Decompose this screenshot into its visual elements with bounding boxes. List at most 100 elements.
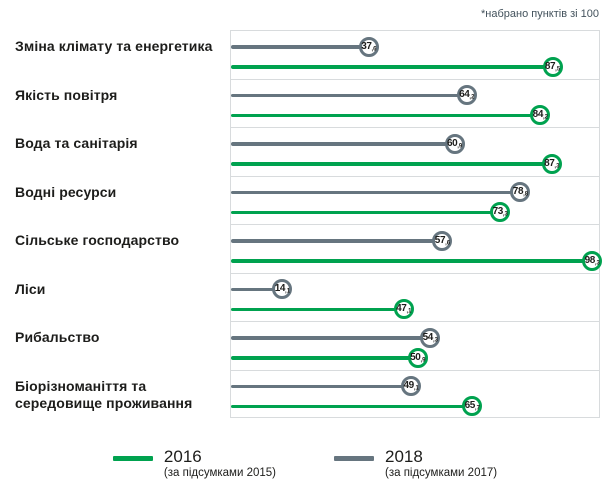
value-dot-2018: 37,6 <box>358 36 379 57</box>
value-dot-2016: 98,3 <box>582 250 603 271</box>
value-dot-2018: 57,6 <box>432 230 453 251</box>
value-decimal: ,6 <box>371 46 377 52</box>
legend-year-2018: 2018 <box>385 447 423 466</box>
value-integer: 57 <box>434 234 446 246</box>
value-dot-2016: 65,7 <box>462 396 483 416</box>
lollipop-line-2018 <box>231 142 456 146</box>
chart-row: Ліси 14,1 47,1 <box>0 272 600 321</box>
lollipop-line-2016 <box>231 65 553 69</box>
legend-text-2016: 2016 (за підсумками 2015) <box>164 447 276 480</box>
chart-row: Біорізноманіття та середовище проживання… <box>0 369 600 418</box>
chart-row: Вода та санітарія 60,9 87,3 <box>0 127 600 176</box>
plot-cell: 54,3 50,9 <box>230 321 600 370</box>
lollipop-line-2016 <box>231 162 553 166</box>
value-integer: 87 <box>544 157 555 169</box>
plot-cell: 49,1 65,7 <box>230 369 600 418</box>
value-integer: 78 <box>512 186 524 197</box>
legend-swatch-2018 <box>334 456 374 461</box>
category-label: Ліси <box>15 280 46 297</box>
value-dot-2016: 87,3 <box>541 153 562 174</box>
category-label: Рибальство <box>15 329 100 345</box>
legend-subtitle-2016: (за підсумками 2015) <box>163 467 276 479</box>
lollipop-line-2016 <box>231 259 593 263</box>
value-dot-2016: 84,2 <box>530 105 551 125</box>
plot-cell: 14,1 47,1 <box>230 272 600 321</box>
legend-swatch-2016 <box>112 456 153 461</box>
legend-year-2016: 2016 <box>163 447 202 466</box>
value-decimal: ,1 <box>285 288 291 295</box>
value-integer: 64 <box>459 89 470 100</box>
plot-cell: 60,9 87,3 <box>230 127 600 176</box>
value-decimal: ,3 <box>554 163 560 169</box>
category-label: Біорізноманіття та середовище проживання <box>15 377 193 411</box>
category-label: Сільське господарство <box>15 232 180 248</box>
value-decimal: ,3 <box>594 260 600 266</box>
value-dot-2018: 49,1 <box>401 376 422 396</box>
lollipop-line-2018 <box>231 287 283 292</box>
value-integer: 60 <box>446 137 458 149</box>
value-dot-2018: 14,1 <box>272 279 293 299</box>
lollipop-line-2018 <box>231 45 370 49</box>
category-label: Зміна клімату та енергетика <box>15 38 213 54</box>
lollipop-line-2018 <box>231 190 521 195</box>
value-dot-2016: 87,5 <box>542 56 563 77</box>
value-integer: 47 <box>396 303 407 314</box>
value-integer: 65 <box>464 400 476 411</box>
unit-note: *набрано пунктів зі 100 <box>480 8 599 20</box>
lollipop-line-2016 <box>231 356 419 360</box>
legend-item-2016: 2016 (за підсумками 2015) <box>112 447 276 480</box>
value-decimal: ,6 <box>445 240 451 246</box>
plot-cell: 64,2 84,2 <box>230 78 600 127</box>
value-dot-2016: 47,1 <box>393 299 414 319</box>
value-dot-2016: 50,9 <box>407 347 428 368</box>
chart-row: Сільське господарство 57,6 98,3 <box>0 224 603 273</box>
value-decimal: ,2 <box>543 114 549 121</box>
value-integer: 54 <box>422 331 434 343</box>
value-decimal: ,2 <box>469 94 475 101</box>
plot-cell: 78,8 73,3 <box>230 175 600 224</box>
value-decimal: ,3 <box>502 211 508 218</box>
lollipop-line-2018 <box>231 336 431 340</box>
value-integer: 37 <box>361 40 372 52</box>
legend-text-2018: 2018 (за підсумками 2017) <box>385 447 497 480</box>
legend-subtitle-2018: (за підсумками 2017) <box>385 467 498 479</box>
value-dot-2018: 78,8 <box>510 182 531 202</box>
plot-cell: 37,6 87,5 <box>230 30 600 79</box>
value-dot-2018: 64,2 <box>456 85 477 105</box>
value-dot-2018: 60,9 <box>444 133 465 154</box>
value-decimal: ,1 <box>413 385 419 392</box>
value-decimal: ,3 <box>432 337 438 343</box>
value-decimal: ,9 <box>457 143 463 149</box>
plot-cell: 57,6 98,3 <box>230 224 603 273</box>
value-integer: 98 <box>584 254 596 266</box>
value-integer: 14 <box>274 283 286 294</box>
lollipop-line-2016 <box>231 307 405 312</box>
value-integer: 49 <box>403 380 415 391</box>
chart-rows: Зміна клімату та енергетика 37,6 87,5 Якіст… <box>0 30 603 418</box>
category-label: Вода та санітарія <box>15 135 138 151</box>
value-dot-2016: 73,3 <box>490 202 511 222</box>
value-dot-2018: 54,3 <box>420 327 441 348</box>
value-decimal: ,1 <box>406 308 412 315</box>
category-label: Водні ресурси <box>15 183 117 200</box>
legend: 2016 (за підсумками 2015) 2018 (за підсу… <box>0 447 610 480</box>
lollipop-line-2016 <box>231 404 473 409</box>
value-decimal: ,8 <box>523 191 529 198</box>
category-label: Якість повітря <box>15 86 118 103</box>
lollipop-line-2016 <box>231 113 541 118</box>
value-decimal: ,7 <box>474 405 480 412</box>
value-integer: 84 <box>532 109 544 120</box>
lollipop-line-2018 <box>231 93 468 98</box>
lollipop-line-2018 <box>231 384 412 389</box>
legend-item-2018: 2018 (за підсумками 2017) <box>334 447 497 480</box>
chart-row: Водні ресурси 78,8 73,3 <box>0 175 600 224</box>
lollipop-line-2018 <box>231 239 443 243</box>
value-integer: 73 <box>492 206 504 217</box>
chart-row: Рибальство 54,3 50,9 <box>0 321 600 370</box>
value-decimal: ,5 <box>555 66 561 72</box>
value-integer: 50 <box>410 351 421 363</box>
chart-area: Зміна клімату та енергетика 37,6 87,5 Якіст… <box>0 30 603 418</box>
lollipop-line-2016 <box>231 210 501 215</box>
chart-row: Якість повітря 64,2 84,2 <box>0 78 600 127</box>
